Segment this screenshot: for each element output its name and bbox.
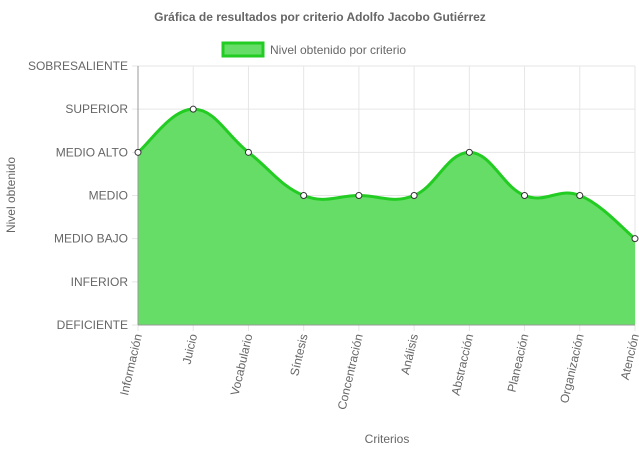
data-point[interactable] bbox=[631, 235, 639, 243]
y-tick-label: MEDIO BAJO bbox=[54, 232, 128, 246]
y-tick-label: SOBRESALIENTE bbox=[28, 59, 128, 73]
data-point[interactable] bbox=[521, 192, 529, 199]
axes bbox=[137, 66, 635, 326]
data-point[interactable] bbox=[244, 148, 252, 156]
y-tick-label: MEDIO bbox=[89, 189, 128, 203]
series-area bbox=[137, 107, 636, 326]
legend[interactable]: Nivel obtenido por criterio bbox=[221, 41, 406, 58]
series-line bbox=[137, 107, 636, 240]
data-point[interactable] bbox=[189, 105, 197, 113]
y-axis-title: Nivel obtenido bbox=[4, 157, 18, 233]
y-tick-labels: DEFICIENTE INFERIOR MEDIO BAJO MEDIO MEDIO A… bbox=[28, 59, 128, 332]
data-point[interactable] bbox=[355, 192, 363, 199]
x-tick-label: Atención bbox=[618, 333, 639, 382]
y-tick-label: DEFICIENTE bbox=[57, 318, 128, 332]
x-tick-label: Abstracción bbox=[449, 333, 477, 397]
x-tick-label: Concentración bbox=[335, 333, 366, 412]
data-point[interactable] bbox=[300, 192, 308, 199]
data-points bbox=[134, 105, 639, 243]
x-tick-label: Síntesis bbox=[287, 333, 310, 378]
data-point[interactable] bbox=[465, 148, 473, 156]
y-tick-label: INFERIOR bbox=[71, 275, 129, 289]
data-point[interactable] bbox=[410, 192, 418, 199]
x-tick-label: Análisis bbox=[398, 333, 421, 376]
x-tick-labels: Información Juicio Vocabulario Síntesis Conc… bbox=[117, 332, 639, 411]
chart-title: Gráfica de resultados por criterio Adolf… bbox=[154, 10, 486, 24]
data-point[interactable] bbox=[134, 148, 142, 156]
legend-label: Nivel obtenido por criterio bbox=[270, 43, 406, 57]
legend-swatch bbox=[221, 41, 265, 58]
y-tick-label: SUPERIOR bbox=[65, 102, 128, 116]
x-tick-label: Planeación bbox=[504, 333, 531, 394]
x-tick-label: Organización bbox=[557, 333, 587, 405]
y-tick-label: MEDIO ALTO bbox=[56, 145, 128, 159]
x-tick-label: Juicio bbox=[180, 332, 201, 365]
x-tick-label: Vocabulario bbox=[228, 332, 256, 397]
data-point[interactable] bbox=[576, 192, 584, 199]
series-area-fill bbox=[138, 109, 635, 326]
x-axis-title: Criterios bbox=[365, 432, 410, 446]
x-tick-label: Información bbox=[117, 333, 145, 397]
